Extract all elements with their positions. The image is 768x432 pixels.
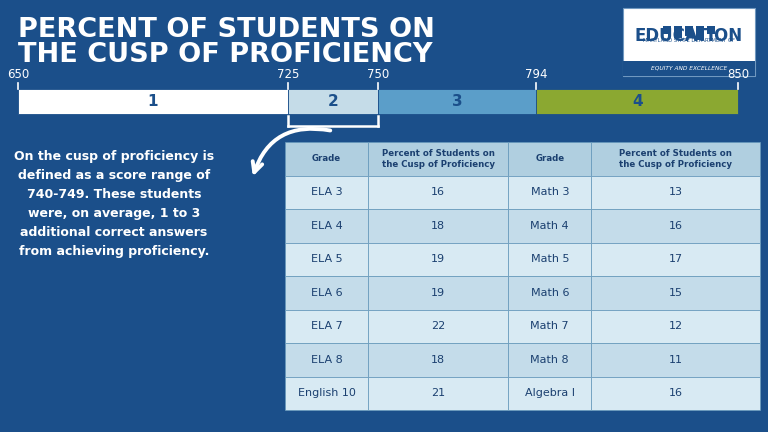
Text: Math 3: Math 3 [531, 187, 569, 197]
FancyBboxPatch shape [674, 26, 682, 38]
Text: 4: 4 [632, 94, 643, 109]
FancyBboxPatch shape [623, 61, 755, 76]
Text: 15: 15 [669, 288, 683, 298]
Text: 750: 750 [367, 68, 389, 81]
Text: Math 6: Math 6 [531, 288, 569, 298]
Text: ELA 7: ELA 7 [311, 321, 343, 331]
Text: 2: 2 [328, 94, 339, 109]
Bar [591, 377, 760, 410]
Text: THE CUSP OF PROFICIENCY: THE CUSP OF PROFICIENCY [18, 42, 432, 68]
Text: EDUCATION: EDUCATION [635, 27, 743, 45]
Bar [285, 276, 368, 309]
Text: 22: 22 [431, 321, 445, 331]
Bar [368, 175, 508, 209]
Text: Algebra I: Algebra I [525, 388, 574, 398]
Text: ELA 4: ELA 4 [311, 221, 343, 231]
Bar [285, 343, 368, 377]
Text: ELA 3: ELA 3 [311, 187, 343, 197]
Bar [508, 309, 591, 343]
Bar [285, 242, 368, 276]
Text: Math 7: Math 7 [531, 321, 569, 331]
Bar [285, 142, 368, 175]
Text: 16: 16 [669, 221, 683, 231]
Bar [591, 276, 760, 309]
FancyBboxPatch shape [707, 26, 715, 34]
Text: 3: 3 [452, 94, 462, 109]
Text: 850: 850 [727, 68, 749, 81]
Bar [368, 309, 508, 343]
Text: 17: 17 [669, 254, 683, 264]
Text: 1: 1 [147, 94, 158, 109]
Bar [591, 142, 760, 175]
Bar [591, 309, 760, 343]
Bar [368, 209, 508, 242]
Bar [285, 377, 368, 410]
FancyBboxPatch shape [663, 26, 671, 34]
Text: 18: 18 [431, 355, 445, 365]
Bar [285, 175, 368, 209]
Text: ELA 6: ELA 6 [311, 288, 343, 298]
Bar [378, 89, 536, 114]
Bar [591, 209, 760, 242]
Bar [508, 142, 591, 175]
Text: 19: 19 [431, 288, 445, 298]
Text: 11: 11 [669, 355, 683, 365]
Text: 794: 794 [525, 68, 548, 81]
Bar [536, 89, 738, 114]
Bar [368, 276, 508, 309]
Text: Grade: Grade [312, 154, 341, 163]
FancyBboxPatch shape [696, 26, 704, 40]
Text: On the cusp of proficiency is
defined as a score range of
740-749. These student: On the cusp of proficiency is defined as… [14, 150, 214, 258]
Text: 16: 16 [669, 388, 683, 398]
Text: 16: 16 [431, 187, 445, 197]
Bar [285, 309, 368, 343]
Bar [591, 175, 760, 209]
Bar [508, 377, 591, 410]
Text: Math 5: Math 5 [531, 254, 569, 264]
Text: ELA 5: ELA 5 [311, 254, 343, 264]
Bar [368, 343, 508, 377]
Text: PERCENT OF STUDENTS ON: PERCENT OF STUDENTS ON [18, 17, 435, 43]
Text: ELA 8: ELA 8 [311, 355, 343, 365]
Bar [285, 209, 368, 242]
Text: Math 4: Math 4 [531, 221, 569, 231]
Bar [368, 377, 508, 410]
Bar [591, 242, 760, 276]
Bar [368, 142, 508, 175]
Text: MARYLAND STATE DEPARTMENT OF: MARYLAND STATE DEPARTMENT OF [643, 38, 735, 43]
Text: 19: 19 [431, 254, 445, 264]
Text: Math 8: Math 8 [531, 355, 569, 365]
Text: 12: 12 [669, 321, 683, 331]
Text: 650: 650 [7, 68, 29, 81]
Bar [508, 343, 591, 377]
Bar [368, 242, 508, 276]
Text: 13: 13 [669, 187, 683, 197]
Text: Percent of Students on
the Cusp of Proficiency: Percent of Students on the Cusp of Profi… [619, 149, 732, 168]
Text: Grade: Grade [535, 154, 564, 163]
Bar [508, 209, 591, 242]
Bar [508, 242, 591, 276]
Text: English 10: English 10 [298, 388, 356, 398]
Text: Percent of Students on
the Cusp of Proficiency: Percent of Students on the Cusp of Profi… [382, 149, 495, 168]
FancyBboxPatch shape [685, 26, 693, 36]
Bar [18, 89, 288, 114]
Bar [508, 175, 591, 209]
Text: 725: 725 [276, 68, 300, 81]
Bar [288, 89, 378, 114]
Text: 18: 18 [431, 221, 445, 231]
Text: 21: 21 [431, 388, 445, 398]
Bar [508, 276, 591, 309]
Text: EQUITY AND EXCELLENCE: EQUITY AND EXCELLENCE [650, 66, 727, 71]
FancyBboxPatch shape [623, 8, 755, 76]
Bar [591, 343, 760, 377]
